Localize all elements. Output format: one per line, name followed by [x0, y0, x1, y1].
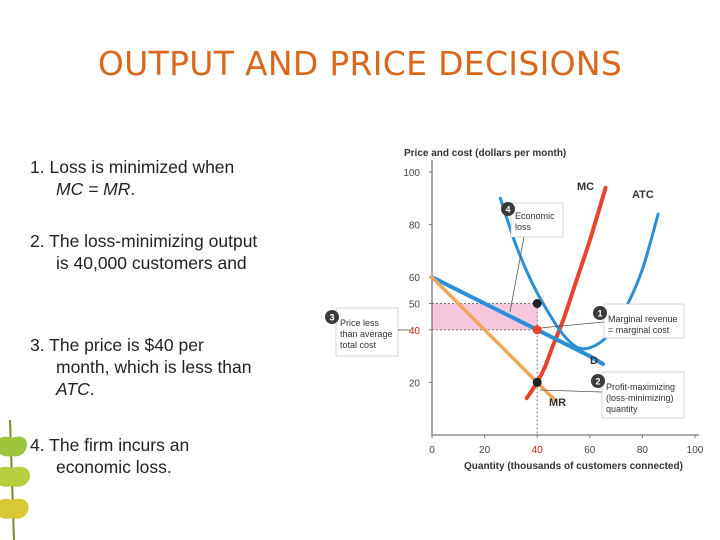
- point-price: [532, 325, 542, 335]
- highlight-y-label: 40: [409, 326, 421, 337]
- economic-loss-area: [432, 303, 538, 330]
- annotation-badge-number: 3: [329, 313, 334, 323]
- annotation-badge-number: 4: [505, 205, 510, 215]
- series-label-mc: MC: [577, 181, 594, 193]
- series-label-atc: ATC: [632, 189, 654, 201]
- annotation-text: than average: [340, 329, 393, 339]
- bullet-text-cont: month, which is less than: [56, 357, 252, 377]
- y-axis-title: Price and cost (dollars per month): [404, 148, 566, 159]
- annotation-text: Economic: [515, 211, 555, 221]
- annotation-badge: [593, 306, 607, 320]
- series-atc-line: [498, 196, 660, 351]
- annotation-text: loss: [515, 222, 532, 232]
- bullet-punct: .: [130, 179, 136, 199]
- annotation-leader: [509, 236, 525, 313]
- bullet-text: Loss is minimized when: [49, 157, 235, 177]
- y-tick-label: 80: [409, 221, 421, 232]
- annotation-box: [510, 202, 564, 238]
- annotation-leader: [539, 389, 603, 393]
- y-tick-label: 60: [409, 273, 421, 284]
- annotation-box: [601, 371, 685, 419]
- bullet-text: The loss-minimizing output: [49, 231, 258, 251]
- x-tick-label: 40: [532, 445, 544, 456]
- bullet-number: 1.: [30, 157, 45, 177]
- x-tick-label: 100: [687, 445, 704, 456]
- x-tick-label: 20: [479, 445, 491, 456]
- annotation-box: [603, 303, 685, 339]
- y-tick-label: 100: [403, 168, 420, 179]
- annotation-badge-number: 1: [597, 309, 602, 319]
- series-label-mr: MR: [549, 397, 566, 409]
- bullet-3: 3. The price is $40 per month, which is …: [30, 334, 252, 400]
- bullet-text: The firm incurs an: [49, 435, 190, 455]
- series-label-d: D: [590, 355, 598, 367]
- y-tick-label: 20: [409, 378, 421, 389]
- annotation-badge: [591, 374, 605, 388]
- annotation-badge: [501, 202, 515, 216]
- annotation-text: total cost: [340, 340, 377, 350]
- series-mr-line: [430, 275, 558, 403]
- annotation-text: Profit-maximizing: [606, 382, 675, 392]
- y-tick-label: 40: [409, 326, 421, 337]
- bullet-text: The price is $40 per: [49, 335, 204, 355]
- annotation-text: = marginal cost: [608, 325, 670, 335]
- annotation-text: (loss-minimizing): [606, 393, 674, 403]
- annotation-text: Price less: [340, 318, 380, 328]
- bullet-text-cont: is 40,000 customers and: [56, 253, 247, 273]
- bullet-punct: .: [89, 379, 95, 399]
- bullet-italic: ATC: [56, 379, 90, 399]
- x-tick-label: 80: [637, 445, 649, 456]
- point-atc-at-q: [532, 299, 542, 308]
- x-axis-title: Quantity (thousands of customers connect…: [464, 461, 683, 472]
- bullet-4: 4. The firm incurs an economic loss.: [30, 434, 189, 478]
- bullet-text-cont: economic loss.: [56, 457, 172, 477]
- annotation-badge: [325, 310, 339, 324]
- bullet-number: 2.: [30, 231, 45, 251]
- x-tick-label: 0: [429, 445, 435, 456]
- bullet-2: 2. The loss-minimizing output is 40,000 …: [30, 230, 257, 274]
- slide-title: OUTPUT AND PRICE DECISIONS: [97, 44, 623, 83]
- annotation-text: quantity: [606, 404, 638, 414]
- bullet-number: 4.: [30, 435, 45, 455]
- annotation-box: [335, 307, 399, 357]
- y-tick-label: 50: [409, 300, 421, 311]
- bullet-1: 1. Loss is minimized when MC = MR.: [30, 156, 234, 200]
- point-mc-equals-mr: [532, 377, 542, 387]
- ginkgo-leaf-decoration: [0, 420, 30, 540]
- bullet-italic: MC = MR: [56, 179, 131, 199]
- annotation-leader: [539, 321, 605, 329]
- annotation-badge-number: 2: [595, 377, 600, 387]
- x-tick-label: 60: [584, 445, 596, 456]
- highlight-x-label: 40: [532, 445, 544, 456]
- bullet-number: 3.: [30, 335, 45, 355]
- annotation-text: Marginal revenue: [608, 314, 678, 324]
